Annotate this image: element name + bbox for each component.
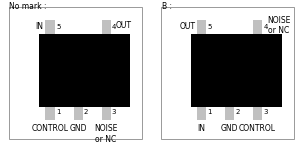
Text: 1: 1 xyxy=(207,109,212,115)
Bar xyxy=(102,107,111,120)
Text: 2: 2 xyxy=(235,109,240,115)
Text: 5: 5 xyxy=(208,24,212,30)
Bar xyxy=(225,107,234,120)
Bar xyxy=(39,34,130,107)
Text: OUT: OUT xyxy=(179,22,195,31)
Text: 2: 2 xyxy=(84,109,88,115)
Text: 3: 3 xyxy=(112,109,116,115)
Bar xyxy=(102,20,111,34)
Text: GND: GND xyxy=(221,124,238,133)
Bar xyxy=(74,107,83,120)
Text: CONTROL: CONTROL xyxy=(239,124,276,133)
Bar xyxy=(253,20,262,34)
Text: 4: 4 xyxy=(264,24,268,30)
Text: CONTROL: CONTROL xyxy=(32,124,68,133)
Bar xyxy=(253,107,262,120)
Text: IN: IN xyxy=(36,22,44,31)
Bar xyxy=(191,34,282,107)
Text: 5: 5 xyxy=(56,24,60,30)
Bar xyxy=(9,7,142,139)
Text: No mark :: No mark : xyxy=(9,2,47,11)
Text: IN: IN xyxy=(198,124,205,133)
Text: OUT: OUT xyxy=(116,21,132,30)
Bar xyxy=(197,20,206,34)
Text: NOISE
or NC: NOISE or NC xyxy=(268,16,291,35)
Text: NOISE
or NC: NOISE or NC xyxy=(94,124,118,144)
Text: 1: 1 xyxy=(56,109,60,115)
Bar xyxy=(45,20,55,34)
Text: GND: GND xyxy=(69,124,87,133)
Bar xyxy=(197,107,206,120)
Text: 3: 3 xyxy=(263,109,268,115)
Text: 4: 4 xyxy=(112,24,116,30)
Text: B :: B : xyxy=(162,2,172,11)
Bar xyxy=(45,107,55,120)
Bar xyxy=(161,7,294,139)
